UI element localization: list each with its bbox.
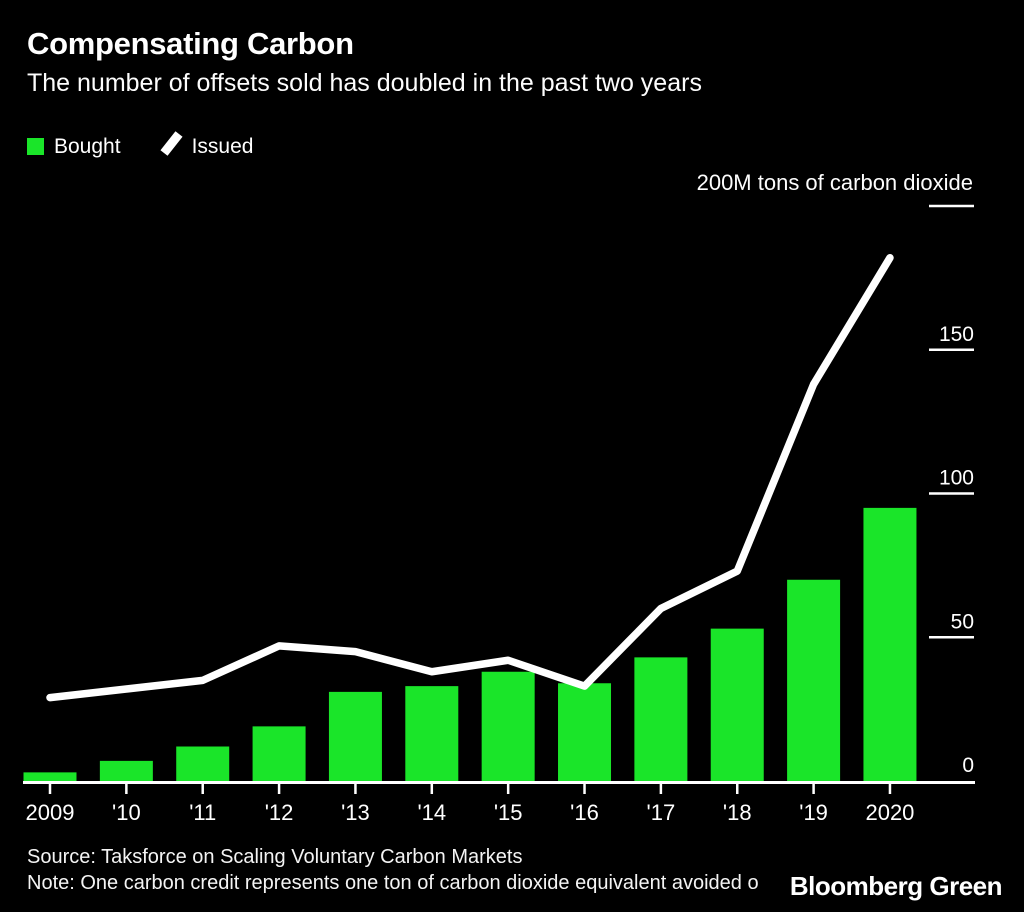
bar-2020 <box>863 507 917 781</box>
legend-item-issued: Issued <box>159 130 254 163</box>
legend: Bought Issued <box>27 130 253 163</box>
legend-label-bought: Bought <box>54 134 121 158</box>
x-tick-label-'19: '19 <box>799 800 828 825</box>
x-tick-label-'13: '13 <box>341 800 370 825</box>
bar-'10 <box>99 760 153 781</box>
x-tick-label-'15: '15 <box>494 800 523 825</box>
bar-'16 <box>558 683 612 781</box>
note-text: Note: One carbon credit represents one t… <box>27 872 759 894</box>
legend-item-bought: Bought <box>27 135 121 159</box>
bar-'15 <box>481 671 535 781</box>
bar-'14 <box>405 686 459 781</box>
source-text: Source: Taksforce on Scaling Voluntary C… <box>27 846 523 868</box>
legend-label-issued: Issued <box>191 134 254 158</box>
y-tick-label-50: 50 <box>951 610 974 633</box>
chart-subtitle: The number of offsets sold has doubled i… <box>27 69 702 97</box>
x-tick-label-'11: '11 <box>189 800 216 825</box>
issued-line-icon <box>159 130 184 163</box>
y-tick-label-150: 150 <box>939 323 974 346</box>
x-tick-label-2020: 2020 <box>865 800 914 825</box>
y-axis-unit-label: 200M tons of carbon dioxide <box>696 170 973 195</box>
x-tick-label-'12: '12 <box>265 800 294 825</box>
x-tick-label-'18: '18 <box>723 800 752 825</box>
x-tick-label-'16: '16 <box>570 800 599 825</box>
x-tick-label-2009: 2009 <box>26 800 75 825</box>
bar-2009 <box>23 772 77 781</box>
y-tick-label-100: 100 <box>939 467 974 490</box>
x-tick-label-'14: '14 <box>417 800 446 825</box>
page-title: Compensating Carbon <box>27 26 354 61</box>
bar-'11 <box>176 746 230 781</box>
bar-'13 <box>328 691 382 781</box>
bar-'12 <box>252 726 306 781</box>
issued-line <box>46 254 894 702</box>
x-tick-label-'10: '10 <box>112 800 141 825</box>
bought-swatch-icon <box>27 138 44 155</box>
bar-'17 <box>634 657 688 781</box>
y-tick-label-0: 0 <box>962 754 974 777</box>
bloomberg-green-logo: Bloomberg Green <box>789 871 1003 901</box>
x-tick-label-'17: '17 <box>647 800 676 825</box>
bar-'19 <box>787 579 841 781</box>
bar-'18 <box>710 628 764 781</box>
